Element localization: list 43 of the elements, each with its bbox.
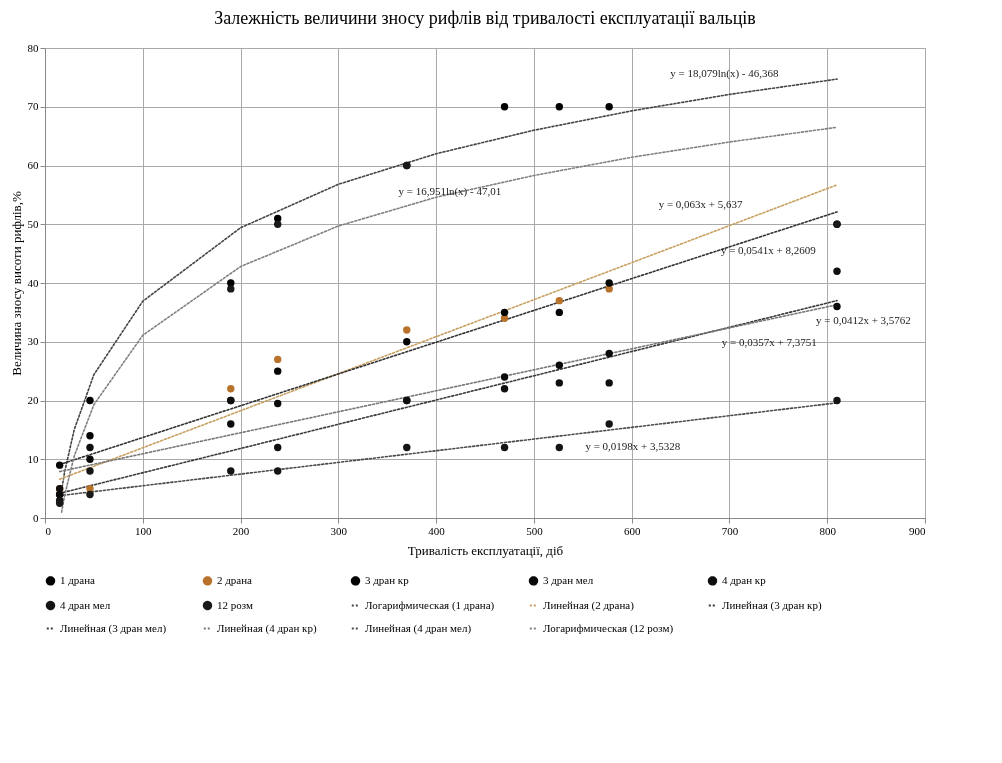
legend-label: Линейная (2 драна) [543, 598, 635, 612]
y-tick-label: 20 [27, 394, 39, 406]
legend-label: 3 дран кр [365, 573, 410, 586]
legend-label: 1 драна [60, 573, 96, 586]
y-tick-label: 30 [27, 335, 39, 348]
x-tick-label: 200 [232, 524, 250, 537]
legend-label: 3 дран мел [543, 573, 594, 586]
x-axis-title: Тривалість експлуатації, діб [407, 542, 564, 558]
legend-label: 4 дран кр [722, 573, 767, 586]
annotation: y = 0,0412x + 3,5762 [815, 314, 911, 327]
annotation: y = 0,0541x + 8,2609 [720, 243, 817, 256]
x-tick-label: 100 [135, 524, 153, 537]
y-tick-label: 70 [27, 100, 39, 113]
annotation: y = 0,063x + 5,637 [658, 197, 744, 210]
legend-label: Линейная (4 дран кр) [217, 621, 317, 635]
y-tick-label: 60 [27, 159, 39, 171]
legend-label: Логарифмическая (12 розм) [543, 621, 674, 635]
legend-label: Логарифмическая (1 драна) [365, 598, 495, 612]
legend-label: 2 драна [217, 573, 253, 586]
x-tick-label: 700 [721, 524, 739, 537]
chart-title: Залежність величини зносу рифлів від тривалості експлуатації вальців [214, 8, 756, 28]
y-axis-title: Величина зносу висоти рифлів,% [8, 191, 24, 376]
legend-label: 12 розм [217, 598, 253, 611]
legend-label: Линейная (4 дран мел) [365, 621, 472, 635]
y-tick-label: 0 [33, 511, 39, 524]
x-tick-label: 900 [909, 524, 926, 537]
x-tick-label: 400 [428, 524, 446, 537]
x-tick-label: 600 [623, 524, 641, 537]
x-tick-label: 500 [526, 524, 544, 537]
x-tick-label: 800 [819, 524, 837, 537]
y-tick-label: 50 [27, 217, 39, 230]
x-tick-label: 0 [45, 524, 52, 537]
legend-label: 4 дран мел [60, 598, 111, 611]
legend-label: Линейная (3 дран мел) [60, 621, 167, 635]
y-tick-label: 10 [27, 452, 39, 465]
legend-label: Линейная (3 дран кр) [722, 598, 822, 612]
y-tick-label: 40 [27, 276, 39, 289]
annotation: y = 0,0357x + 7,3751 [721, 336, 817, 349]
annotation: y = 16,951ln(x) - 47,01 [398, 184, 502, 198]
annotation: y = 0,0198x + 3,5328 [585, 440, 681, 453]
y-tick-label: 80 [27, 41, 39, 54]
x-tick-label: 300 [330, 524, 348, 537]
annotation: y = 18,079ln(x) - 46,368 [670, 67, 779, 81]
